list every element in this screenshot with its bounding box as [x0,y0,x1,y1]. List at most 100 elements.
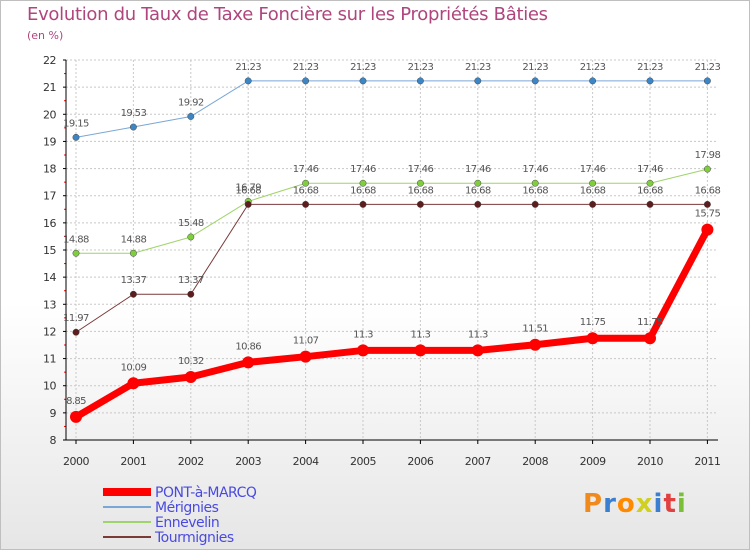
data-point [416,179,424,187]
data-label: 17.46 [522,164,548,175]
legend-label: Ennevelin [155,515,219,531]
data-label: 11.3 [468,329,488,340]
logo-letter: i [653,489,664,519]
series-line-3 [72,226,711,421]
data-label: 8.85 [66,396,86,407]
data-point [589,77,597,85]
logo-letter: r [603,489,617,519]
data-point [302,77,310,85]
x-tick-label: 2011 [694,455,720,468]
x-tick-label: 2000 [63,455,89,468]
data-label: 13.37 [178,275,204,286]
data-label: 17.46 [293,164,319,175]
data-label: 17.46 [350,164,376,175]
y-tick-label: 12 [43,325,56,338]
y-tick-label: 19 [43,135,56,148]
data-label: 10.09 [121,362,147,373]
legend-label: PONT-à-MARCQ [155,485,257,501]
data-point [474,77,482,85]
chart-title: Evolution du Taux de Taxe Foncière sur l… [27,4,548,25]
data-label: 11.97 [63,313,89,324]
data-label: 17.46 [465,164,491,175]
data-label: 11.75 [637,317,663,328]
proxiti-logo: Proxiti [583,489,687,519]
data-label: 17.98 [695,150,721,161]
data-label: 15.75 [695,209,721,220]
axis-layer: 8 9 10 11 12 13 14 15 16 17 18 19 20 21 22 2000 2001 2002… [43,54,721,468]
data-label: 11.3 [410,329,430,340]
data-label: 16.68 [235,185,261,196]
data-point [359,77,367,85]
logo-letter: t [663,489,677,519]
y-tick-label: 15 [43,244,56,257]
legend-label: Tourmignies [154,530,234,546]
data-label: 21.23 [637,62,663,73]
data-point [70,410,82,423]
data-point [416,200,424,208]
data-label: 17.46 [408,164,434,175]
data-label: 21.23 [235,62,261,73]
x-tick-label: 2005 [350,455,376,468]
data-label: 21.23 [522,62,548,73]
chart-subtitle: (en %) [27,29,64,42]
data-label: 19.53 [121,108,147,119]
data-label: 17.46 [637,164,663,175]
data-point [644,332,656,345]
data-label: 16.68 [580,185,606,196]
data-point [302,200,310,208]
series-line-2 [75,203,708,333]
data-point [529,338,542,351]
data-point [701,223,714,236]
data-label: 16.68 [408,185,434,196]
data-label: 16.68 [293,185,319,196]
data-label: 16.68 [522,185,548,196]
data-point [299,350,312,363]
grid-layer [66,59,718,441]
series-layer [70,77,714,423]
data-point [703,77,711,85]
data-point [357,344,369,357]
data-point [129,123,137,131]
data-label: 14.88 [121,234,147,245]
data-point [703,200,711,208]
data-label: 21.23 [350,62,376,73]
data-point [242,356,255,369]
data-label: 10.32 [178,356,204,367]
x-tick-label: 2006 [407,455,433,468]
data-label: 21.23 [408,62,434,73]
data-label: 15.48 [178,218,204,229]
logo-letter: i [676,489,687,519]
data-label: 16.68 [695,185,721,196]
data-point [531,200,539,208]
x-tick-label: 2004 [293,455,319,468]
data-label: 11.75 [580,317,606,328]
data-point [531,179,539,187]
x-tick-label: 2010 [637,455,663,468]
series-line-0 [75,80,708,138]
y-tick-label: 9 [50,407,57,420]
data-label: 16.68 [465,185,491,196]
data-label: 16.68 [637,185,663,196]
y-tick-label: 14 [43,271,56,284]
data-point [646,77,654,85]
y-tick-label: 11 [43,353,56,366]
data-point [127,377,140,390]
legend: PONT-à-MARCQMérigniesEnnevelinTourmignie… [103,485,257,546]
data-label: 16.68 [350,185,376,196]
data-point [471,344,484,357]
y-tick-label: 16 [43,217,56,230]
data-label: 19.92 [178,97,204,108]
logo-letter: P [583,489,604,519]
x-tick-label: 2009 [580,455,606,468]
data-point [586,332,599,345]
data-point [129,290,137,298]
x-tick-label: 2007 [465,455,491,468]
y-tick-label: 8 [50,434,57,447]
y-tick-label: 18 [43,163,56,176]
data-label: 11.51 [522,324,548,335]
x-tick-label: 2002 [178,455,204,468]
y-tick-label: 17 [43,190,56,203]
data-point [589,200,597,208]
data-point [416,77,424,85]
